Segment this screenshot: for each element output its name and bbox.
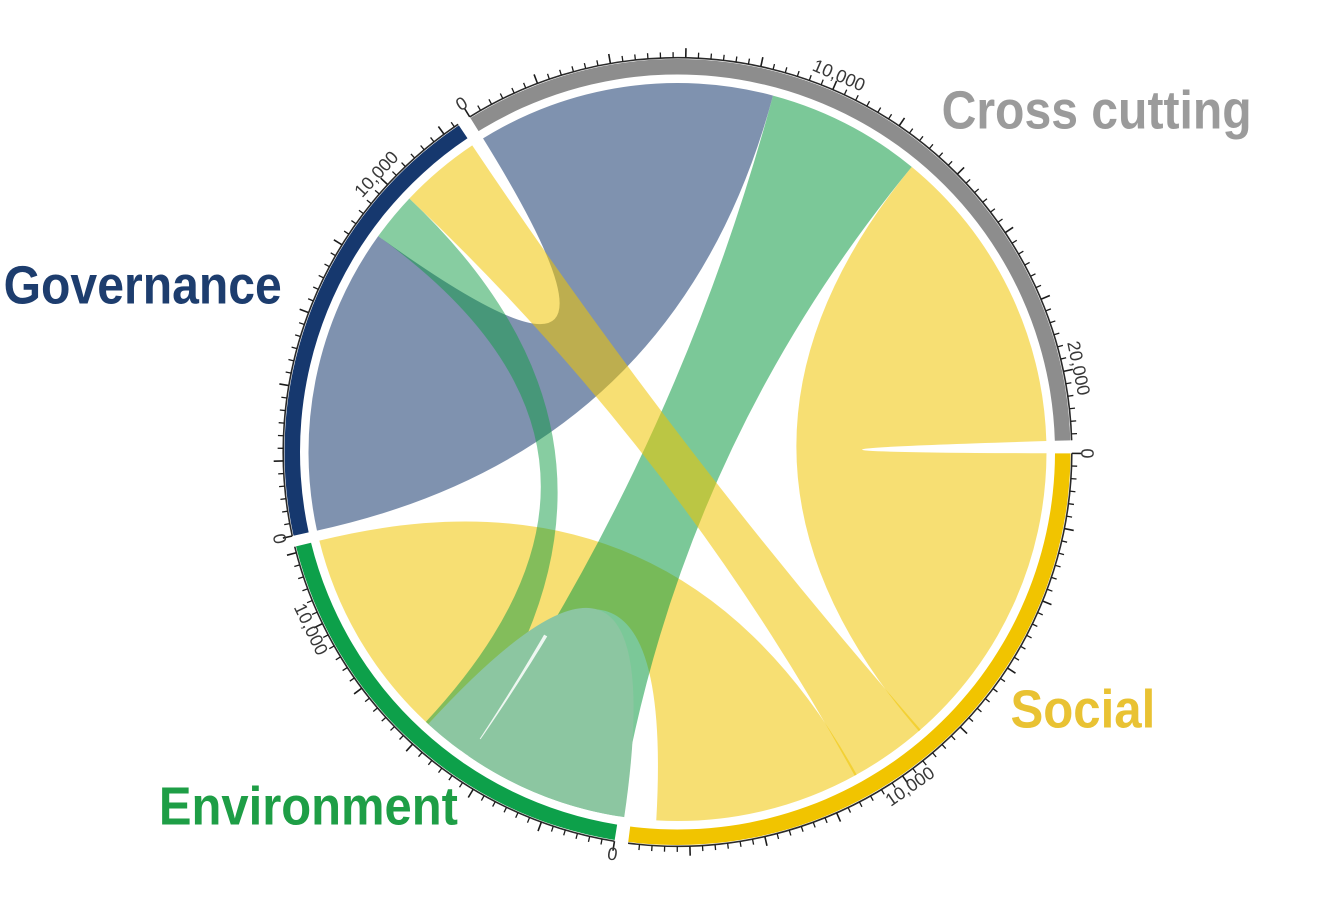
svg-text:0: 0 — [1077, 448, 1097, 458]
svg-text:Environment: Environment — [159, 775, 458, 836]
svg-text:Governance: Governance — [4, 255, 282, 315]
svg-text:Cross cutting: Cross cutting — [942, 80, 1252, 140]
svg-text:Social: Social — [1011, 678, 1156, 739]
